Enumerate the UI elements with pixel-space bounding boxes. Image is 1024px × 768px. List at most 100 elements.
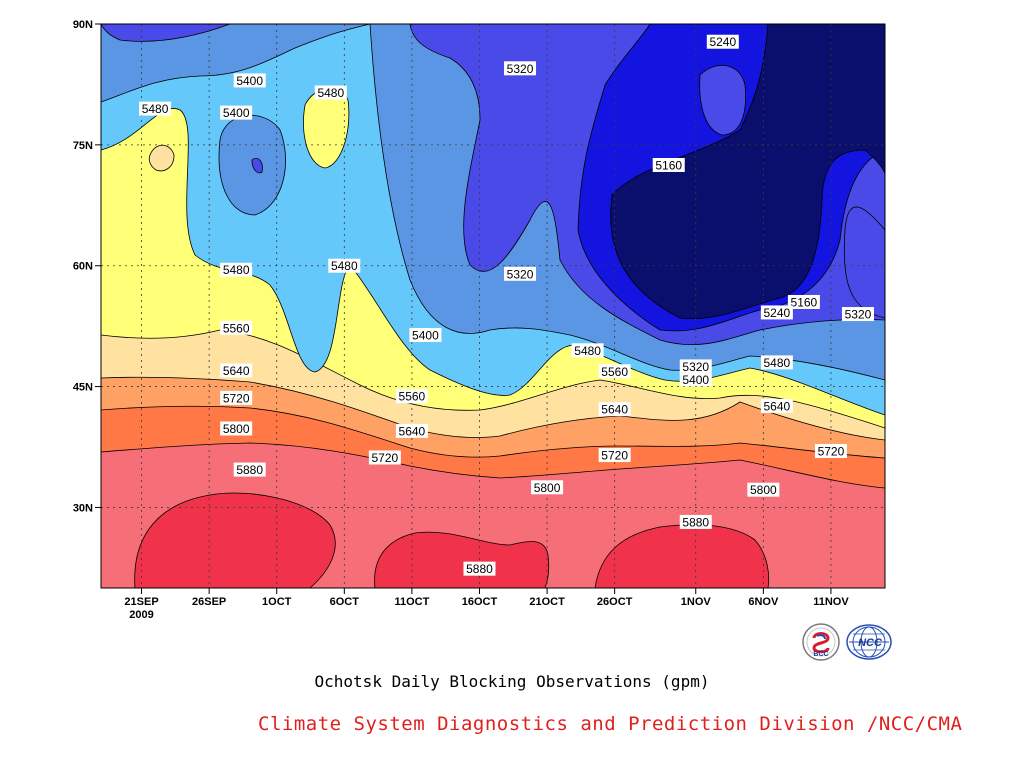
x-tick-label-1: 26SEP [192, 596, 226, 608]
island-5240 [699, 65, 746, 136]
contour-label-bg [598, 402, 631, 417]
contour-label-text: 5480 [142, 102, 169, 116]
bcc-logo-icon: BCC [802, 623, 840, 661]
contour-label-13: 5240 [760, 305, 793, 320]
contour-label-text: 5400 [223, 106, 250, 120]
contour-label-bg [504, 61, 537, 76]
contour-label-bg [652, 158, 685, 172]
contour-label-text: 5720 [223, 391, 250, 405]
contour-label-0: 5480 [139, 101, 172, 116]
contour-label-text: 5640 [399, 424, 426, 438]
contour-label-text: 5720 [372, 451, 399, 465]
high-5560-21sep [148, 144, 175, 172]
contour-label-text: 5320 [682, 360, 709, 374]
contour-label-bg [233, 73, 266, 88]
contour-label-text: 5720 [601, 449, 628, 463]
contour-label-text: 5640 [601, 403, 628, 417]
contour-label-bg [395, 389, 428, 404]
contour-label-bg [504, 266, 537, 281]
contour-label-text: 5800 [750, 483, 777, 497]
x-tick-label-3: 6OCT [330, 596, 360, 608]
contour-label-text: 5640 [223, 364, 250, 378]
contour-label-text: 5560 [601, 365, 628, 379]
bcc-logo-text: BCC [813, 651, 828, 658]
cap-5320-topleft [101, 24, 231, 42]
contour-label-text: 5880 [236, 463, 263, 477]
contour-label-29: 5720 [814, 444, 847, 459]
contour-label-bg [679, 359, 712, 374]
contour-label-text: 5480 [317, 86, 344, 100]
band-below-5160 [610, 24, 885, 319]
contour-label-text: 5160 [791, 295, 818, 309]
x-tick-label-9: 6NOV [748, 596, 779, 608]
contour-label-bg [395, 423, 428, 438]
contour-label-text: 5720 [818, 445, 845, 459]
y-tick-label-3: 75N [73, 140, 93, 152]
contour-label-text: 5240 [709, 35, 736, 49]
contour-label-30: 5880 [233, 462, 266, 477]
contour-label-text: 5320 [845, 308, 872, 322]
high-5880-mid [374, 531, 550, 588]
contour-label-15: 5480 [571, 343, 604, 358]
contour-label-32: 5800 [747, 482, 780, 497]
contour-label-14: 5320 [841, 307, 874, 322]
x-tick-year-label: 2009 [129, 609, 153, 621]
contour-label-text: 5640 [764, 399, 791, 413]
contour-label-bg [220, 105, 253, 120]
contour-label-bg [679, 514, 712, 529]
contour-label-bg [841, 307, 874, 322]
contour-label-text: 5880 [682, 515, 709, 529]
contour-label-text: 5480 [764, 356, 791, 370]
contour-label-1: 5400 [233, 73, 266, 88]
contour-label-text: 5400 [236, 74, 263, 88]
contour-label-23: 5640 [598, 402, 631, 417]
y-tick-label-4: 90N [73, 19, 93, 31]
contour-label-9: 5320 [504, 266, 537, 281]
contour-label-text: 5800 [534, 481, 561, 495]
y-tick-label-1: 45N [73, 382, 93, 394]
contour-label-bg [233, 462, 266, 477]
contour-label-bg [314, 85, 347, 100]
credit-line: Climate System Diagnostics and Predictio… [258, 713, 963, 735]
contour-label-text: 5480 [331, 259, 358, 273]
contour-label-text: 5240 [764, 306, 791, 320]
contour-label-17: 5400 [679, 372, 712, 387]
contour-label-bg [368, 450, 401, 465]
contour-label-text: 5480 [574, 344, 601, 358]
contour-label-20: 5560 [598, 364, 631, 379]
contour-label-bg [787, 294, 820, 309]
contour-label-24: 5640 [760, 398, 793, 413]
contour-label-10: 5560 [220, 320, 253, 335]
contour-label-bg [409, 328, 442, 343]
high-5880-left [134, 492, 336, 588]
contour-label-text: 5480 [223, 263, 250, 277]
contour-label-28: 5720 [598, 448, 631, 463]
x-tick-label-4: 11OCT [394, 596, 429, 608]
x-tick-label-10: 11NOV [813, 596, 849, 608]
contour-label-text: 5560 [399, 390, 426, 404]
contour-label-5: 5240 [706, 34, 739, 49]
ncc-logo-icon: NCC [846, 624, 892, 660]
contour-label-26: 5640 [395, 423, 428, 438]
contour-label-bg [328, 258, 361, 273]
contour-label-text: 5320 [507, 267, 534, 281]
contour-label-8: 5480 [328, 258, 361, 273]
contour-label-bg [760, 398, 793, 413]
contour-label-3: 5480 [314, 85, 347, 100]
x-tick-label-2: 1OCT [262, 596, 292, 608]
contour-label-bg [531, 480, 564, 495]
chart-title: Ochotsk Daily Blocking Observations (gpm… [314, 672, 710, 691]
contour-label-22: 5560 [395, 389, 428, 404]
contour-label-11: 5400 [409, 328, 442, 343]
contour-label-bg [220, 363, 253, 378]
contour-label-text: 5320 [507, 62, 534, 76]
x-tick-label-6: 21OCT [529, 596, 565, 608]
contour-label-text: 5400 [682, 373, 709, 387]
contour-label-bg [706, 34, 739, 49]
low-5320-1oct [251, 157, 263, 174]
contour-label-33: 5880 [679, 514, 712, 529]
contour-label-31: 5800 [531, 480, 564, 495]
contour-label-bg [571, 343, 604, 358]
